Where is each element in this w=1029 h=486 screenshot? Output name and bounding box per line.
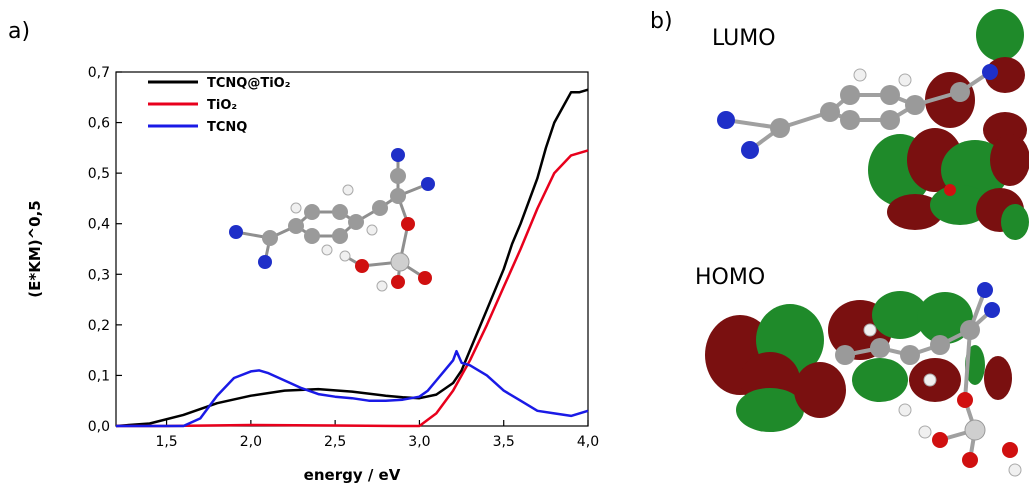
- x-axis-ticks: 1,5 2,0 2,5 3,0 3,5 4,0: [155, 420, 599, 450]
- y-tick-label: 0,1: [88, 368, 110, 384]
- y-tick-label: 0,5: [88, 166, 110, 182]
- y-tick-label: 0,6: [88, 116, 110, 132]
- orbital-panel: LUMO HOMO: [695, 9, 1029, 477]
- y-tick-label: 0,0: [88, 419, 110, 435]
- lumo-orbital-image: [717, 9, 1029, 240]
- x-tick-label: 1,5: [155, 434, 177, 450]
- panel-label-a: a): [8, 19, 30, 44]
- x-tick-label: 2,0: [240, 434, 262, 450]
- y-tick-label: 0,7: [88, 65, 110, 81]
- series-line-0: [115, 88, 589, 428]
- series-line-1: [116, 149, 589, 428]
- homo-label: HOMO: [695, 265, 765, 290]
- legend-label-0: TCNQ@TiO₂: [207, 76, 290, 91]
- y-tick-label: 0,2: [88, 318, 110, 334]
- x-tick-label: 2,5: [324, 434, 346, 450]
- x-tick-label: 3,0: [408, 434, 430, 450]
- y-tick-label: 0,4: [88, 217, 110, 233]
- x-tick-label: 3,5: [493, 434, 515, 450]
- legend: TCNQ@TiO₂ TiO₂ TCNQ: [148, 76, 290, 135]
- absorption-chart: 1,5 2,0 2,5 3,0 3,5 4,0 0,0 0,1 0,2 0,3 0,4 0,5 0,6…: [26, 65, 599, 484]
- series-line-2: [116, 349, 589, 428]
- y-axis-ticks: 0,0 0,1 0,2 0,3 0,4 0,5 0,6 0,7: [88, 65, 122, 435]
- y-tick-label: 0,3: [88, 267, 110, 283]
- inset-molecule-image: [229, 148, 435, 292]
- lumo-label: LUMO: [712, 26, 776, 51]
- legend-label-2: TCNQ: [207, 120, 247, 135]
- legend-label-1: TiO₂: [207, 98, 237, 113]
- panel-label-b: b): [650, 9, 673, 34]
- x-axis-label: energy / eV: [304, 466, 401, 484]
- x-tick-label: 4,0: [577, 434, 599, 450]
- series-lines: [115, 88, 589, 428]
- homo-orbital-image: [705, 282, 1022, 477]
- y-axis-label: (E*KM)^0,5: [26, 200, 44, 298]
